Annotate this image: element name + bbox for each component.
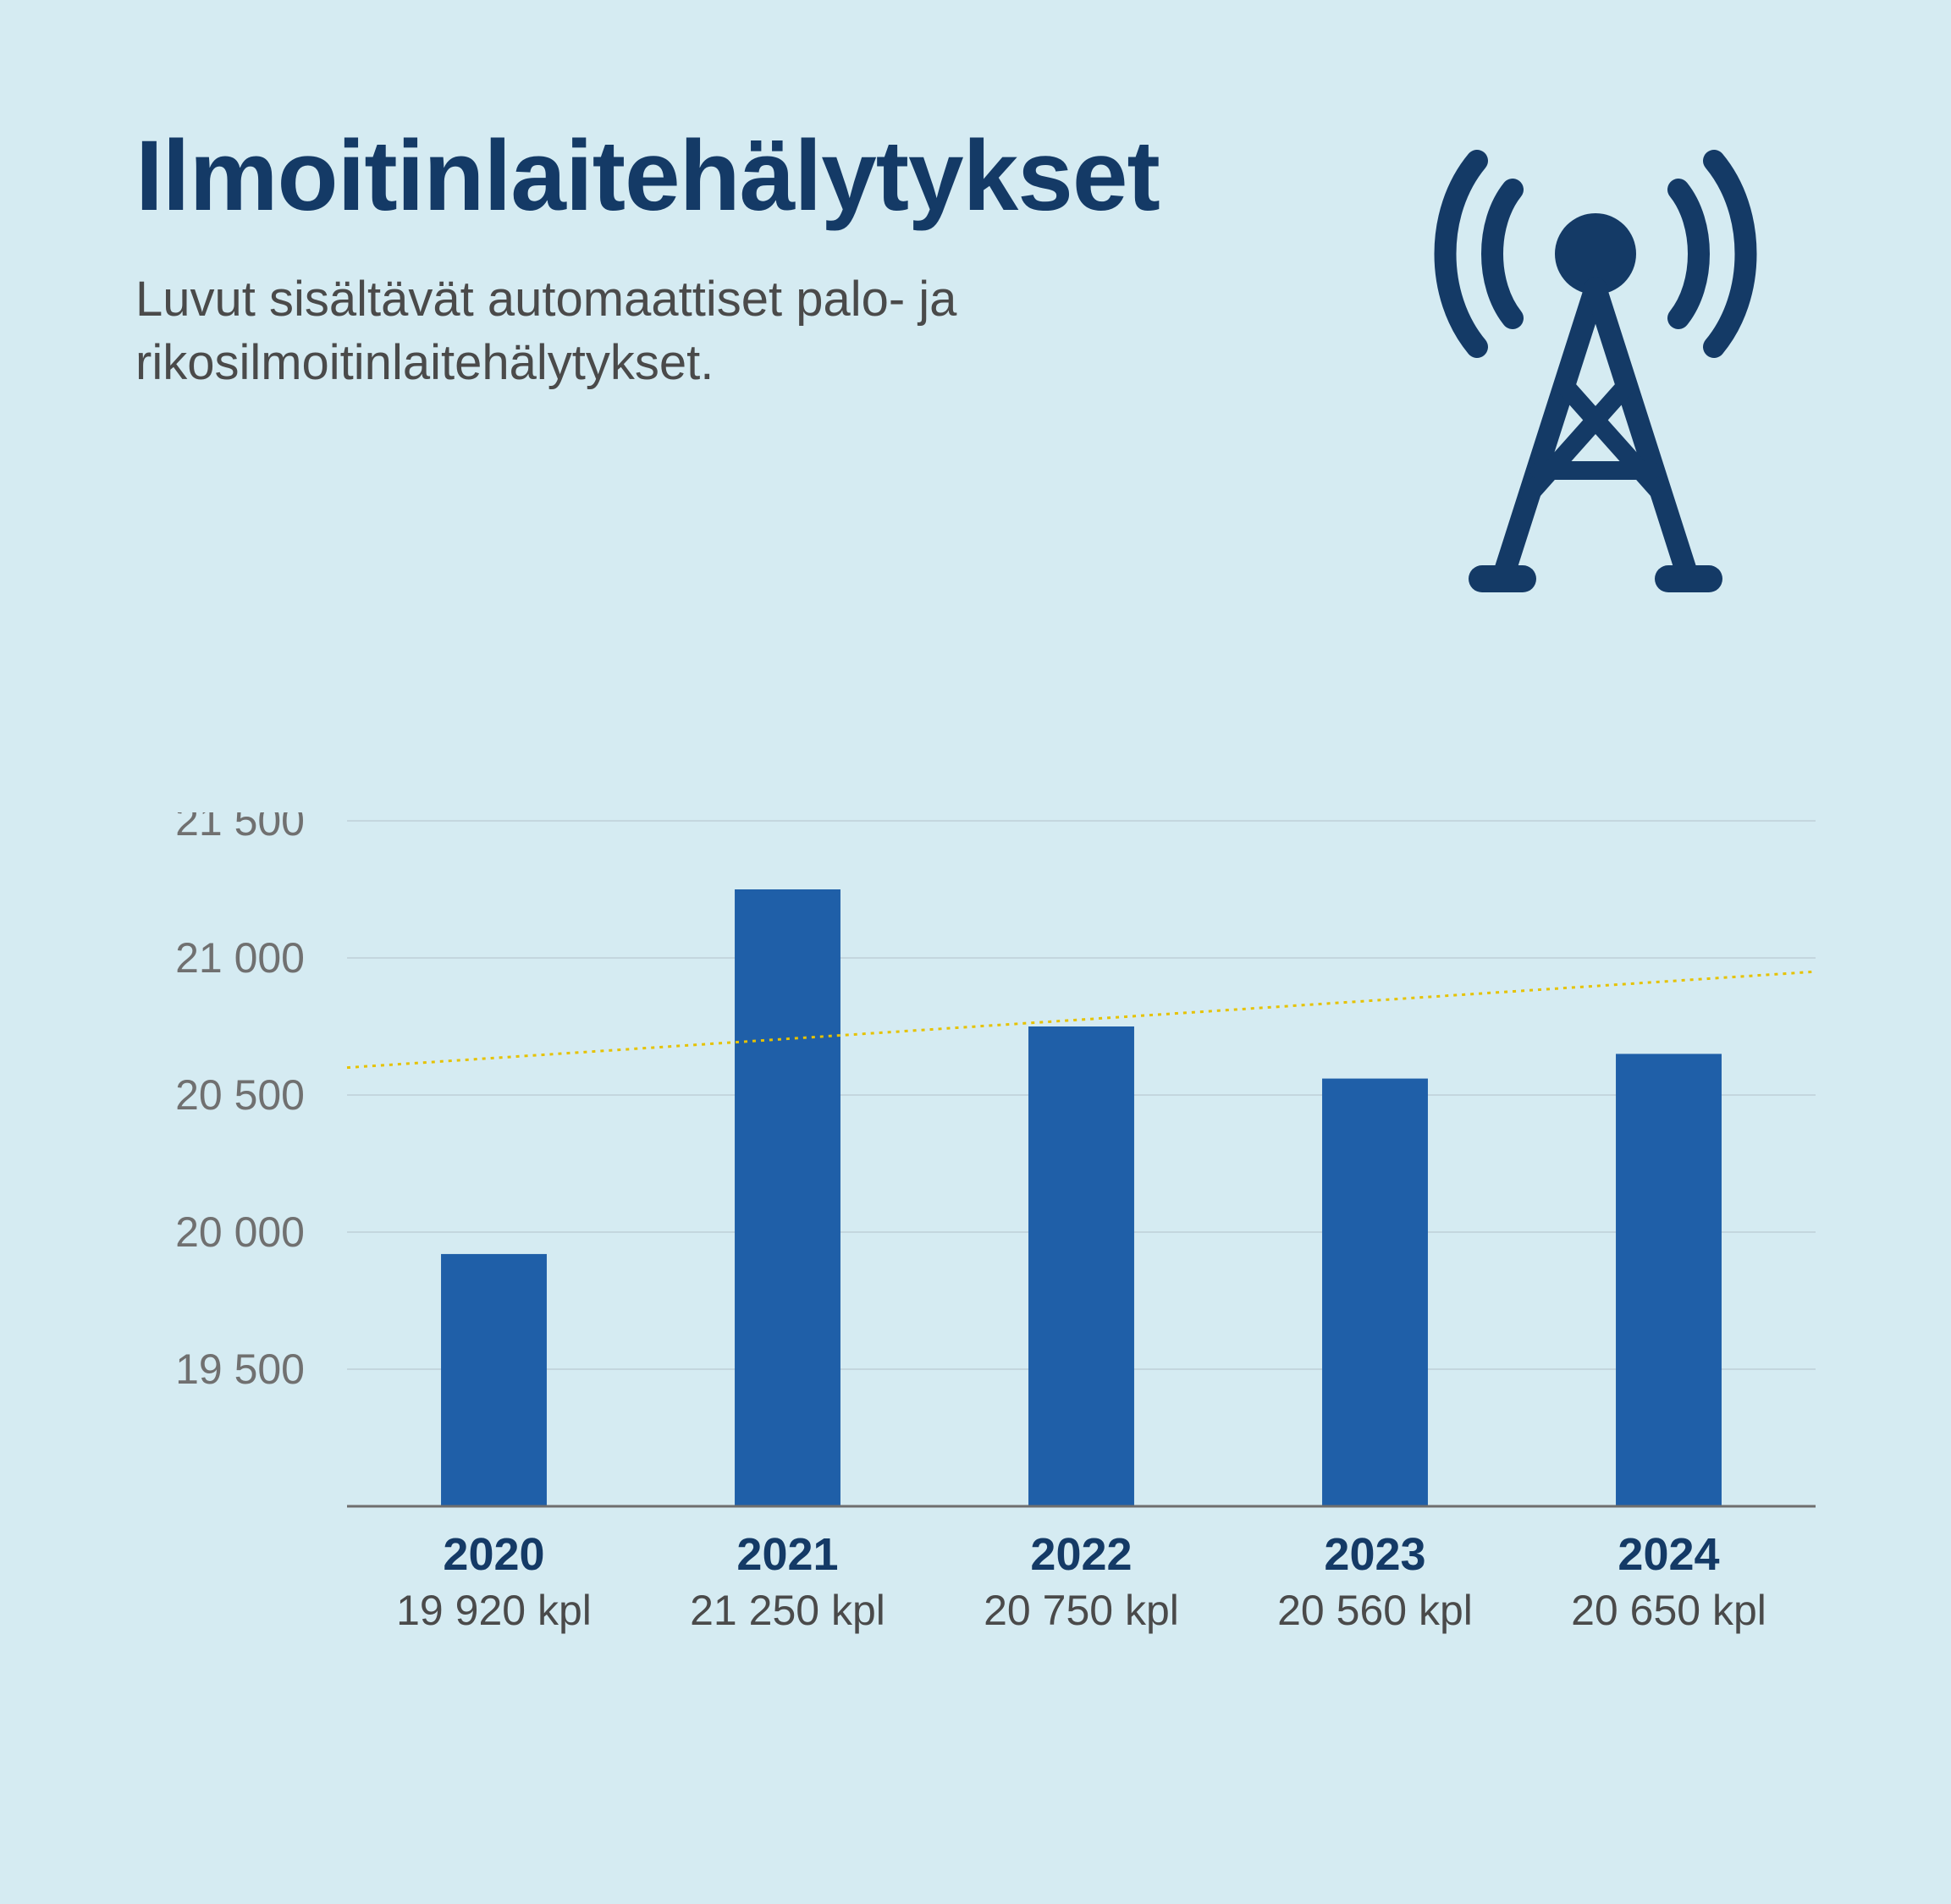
svg-text:19 500: 19 500 bbox=[175, 1345, 305, 1393]
x-category-year: 2022 bbox=[1030, 1529, 1132, 1580]
x-category-year: 2024 bbox=[1618, 1529, 1719, 1580]
chart: 19 500 20 000 20 500 21 000 21 500 2020 19 920… bbox=[135, 812, 1849, 1676]
svg-text:20 500: 20 500 bbox=[175, 1071, 305, 1119]
x-category-value: 20 560 kpl bbox=[1277, 1587, 1473, 1634]
svg-text:20 000: 20 000 bbox=[175, 1208, 305, 1256]
x-category-value: 20 650 kpl bbox=[1571, 1587, 1766, 1634]
svg-text:21 500: 21 500 bbox=[175, 812, 305, 845]
radio-tower-icon bbox=[1375, 118, 1816, 592]
x-category-value: 19 920 kpl bbox=[396, 1587, 592, 1634]
bar bbox=[1616, 1054, 1722, 1506]
bar-chart: 19 500 20 000 20 500 21 000 21 500 2020 19 920… bbox=[135, 812, 1849, 1676]
x-category-year: 2023 bbox=[1324, 1529, 1425, 1580]
title-block: Ilmoitinlaitehälytykset Luvut sisältävät… bbox=[135, 118, 1375, 395]
page-subtitle: Luvut sisältävät automaattiset palo- ja … bbox=[135, 267, 1151, 395]
bar bbox=[1322, 1079, 1428, 1506]
x-category-value: 21 250 kpl bbox=[690, 1587, 885, 1634]
bar bbox=[441, 1254, 547, 1506]
x-category-year: 2020 bbox=[443, 1529, 544, 1580]
header: Ilmoitinlaitehälytykset Luvut sisältävät… bbox=[135, 118, 1816, 592]
bar bbox=[735, 889, 840, 1506]
bar bbox=[1028, 1026, 1134, 1506]
page: Ilmoitinlaitehälytykset Luvut sisältävät… bbox=[0, 0, 1951, 1904]
x-category-value: 20 750 kpl bbox=[984, 1587, 1179, 1634]
page-title: Ilmoitinlaitehälytykset bbox=[135, 118, 1375, 234]
svg-text:21 000: 21 000 bbox=[175, 934, 305, 982]
x-category-year: 2021 bbox=[736, 1529, 838, 1580]
